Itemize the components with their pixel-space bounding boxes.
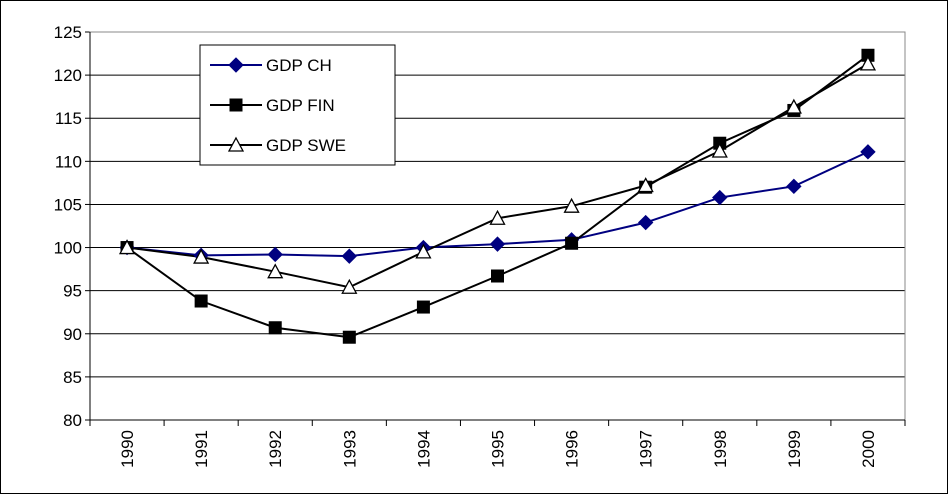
y-tick-label: 125 bbox=[54, 23, 82, 42]
marker bbox=[229, 98, 243, 112]
x-tick-label: 1997 bbox=[637, 430, 656, 468]
marker bbox=[489, 236, 506, 252]
y-tick-label: 105 bbox=[54, 195, 82, 214]
legend-label: GDP SWE bbox=[266, 136, 346, 155]
x-tick-label: 1996 bbox=[563, 430, 582, 468]
marker bbox=[341, 248, 358, 264]
legend-label: GDP FIN bbox=[266, 96, 335, 115]
marker bbox=[342, 330, 356, 344]
y-tick-label: 110 bbox=[55, 152, 82, 171]
marker bbox=[565, 236, 579, 250]
marker bbox=[118, 239, 136, 255]
marker bbox=[785, 98, 802, 114]
x-tick-label: 1995 bbox=[489, 430, 508, 468]
marker bbox=[267, 246, 283, 263]
marker bbox=[489, 209, 506, 225]
legend: GDP CH GDP FIN GDP SWE bbox=[199, 44, 396, 166]
marker bbox=[860, 144, 876, 160]
marker bbox=[416, 300, 430, 314]
marker bbox=[491, 269, 504, 283]
x-tick-label: 2000 bbox=[859, 430, 878, 468]
x-tick-label: 1994 bbox=[414, 430, 433, 468]
marker bbox=[228, 57, 244, 73]
marker bbox=[227, 136, 245, 152]
marker bbox=[712, 189, 728, 206]
y-tick-label: 85 bbox=[63, 368, 82, 387]
marker bbox=[637, 214, 654, 231]
marker bbox=[267, 263, 284, 279]
x-tick-label: 1992 bbox=[266, 430, 285, 468]
y-tick-label: 100 bbox=[54, 239, 82, 258]
y-tick-label: 120 bbox=[54, 66, 82, 85]
marker bbox=[193, 248, 210, 264]
marker bbox=[194, 294, 208, 308]
x-tick-label: 1990 bbox=[118, 430, 137, 468]
y-tick-label: 90 bbox=[63, 325, 82, 344]
x-tick-label: 1999 bbox=[785, 430, 804, 468]
marker bbox=[341, 278, 358, 294]
x-tick-label: 1993 bbox=[340, 430, 359, 468]
legend-label: GDP CH bbox=[266, 56, 332, 75]
marker bbox=[859, 55, 877, 71]
x-tick-label: 1991 bbox=[192, 430, 211, 468]
x-tick-label: 1998 bbox=[711, 430, 730, 468]
marker bbox=[268, 321, 282, 335]
marker bbox=[711, 142, 728, 158]
y-tick-label: 95 bbox=[63, 282, 82, 301]
marker bbox=[415, 243, 432, 259]
marker bbox=[786, 178, 802, 195]
y-tick-label: 115 bbox=[55, 109, 82, 128]
y-tick-label: 80 bbox=[63, 411, 82, 430]
marker bbox=[637, 177, 654, 193]
marker bbox=[563, 197, 580, 213]
